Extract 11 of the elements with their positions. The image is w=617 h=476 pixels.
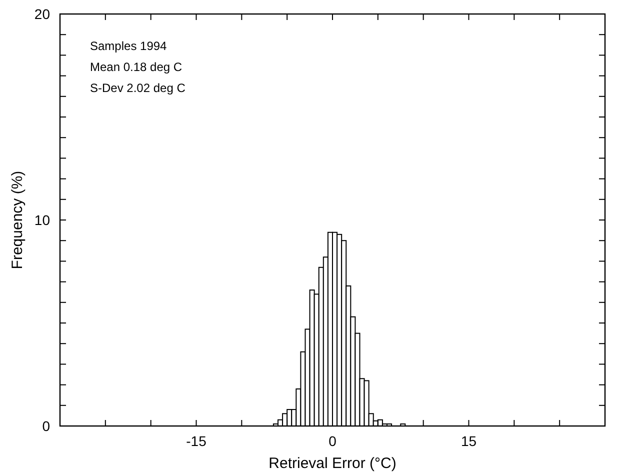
y-tick-label: 10 (34, 212, 50, 228)
x-axis-title: Retrieval Error (°C) (268, 455, 396, 472)
x-tick-label: 15 (460, 433, 477, 449)
annotation: Mean 0.18 deg C (90, 60, 182, 74)
y-tick-label: 0 (42, 418, 50, 434)
y-tick-label: 20 (34, 6, 50, 22)
annotation: S-Dev 2.02 deg C (90, 81, 186, 95)
x-tick-label: -15 (186, 433, 207, 449)
annotation: Samples 1994 (90, 39, 168, 53)
y-axis-title: Frequency (%) (9, 170, 26, 270)
x-tick-label: 0 (328, 433, 337, 449)
